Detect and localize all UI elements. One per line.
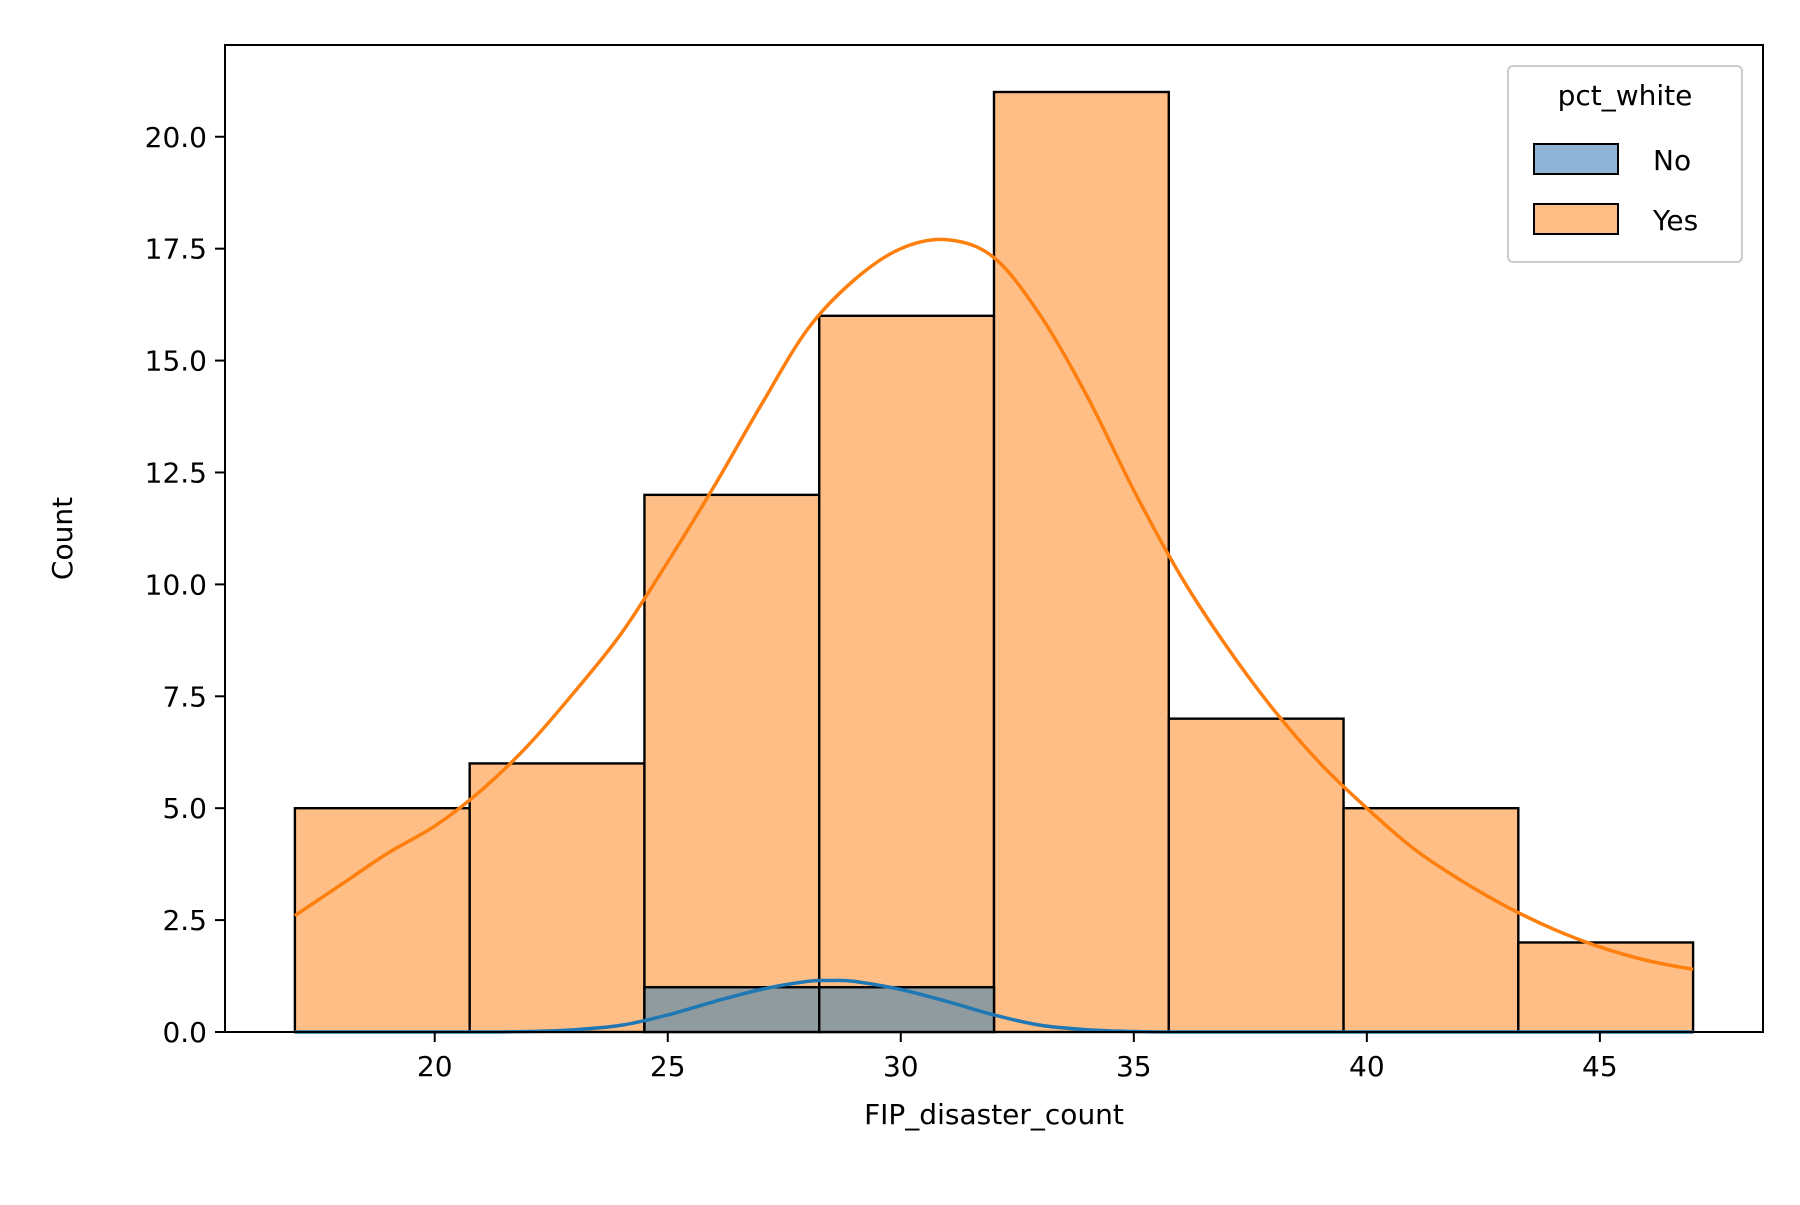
bar-yes-0 — [293, 806, 471, 1034]
x-tick-label: 45 — [1582, 1050, 1618, 1083]
legend-swatch-no — [1533, 143, 1619, 175]
y-tick-label: 17.5 — [145, 233, 207, 266]
y-axis: 0.0 2.5 5.0 7.5 10.0 12.5 15.0 17.5 20.0 — [145, 121, 225, 1049]
bar-yes-2 — [643, 493, 821, 1034]
x-axis-label: FIP_disaster_count — [864, 1098, 1124, 1131]
y-tick-label: 10.0 — [145, 568, 207, 601]
y-tick-label: 20.0 — [145, 121, 207, 154]
x-tick-label: 40 — [1349, 1050, 1385, 1083]
y-tick-label: 5.0 — [162, 792, 207, 825]
y-tick-label: 2.5 — [162, 904, 207, 937]
bars-yes-group — [293, 90, 1695, 1034]
y-tick-label: 12.5 — [145, 456, 207, 489]
bar-yes-7 — [1517, 941, 1695, 1034]
bar-yes-1 — [468, 762, 646, 1034]
x-tick-label: 25 — [650, 1050, 686, 1083]
bar-yes-3 — [818, 314, 996, 1034]
legend-swatch-yes — [1533, 203, 1619, 235]
bar-yes-4 — [992, 90, 1170, 1034]
legend-label-yes: Yes — [1652, 204, 1698, 237]
legend-title: pct_white — [1558, 79, 1693, 112]
y-tick-label: 0.0 — [162, 1016, 207, 1049]
y-axis-label: Count — [46, 497, 79, 580]
kde-line-yes — [293, 237, 1694, 972]
y-tick-label: 7.5 — [162, 680, 207, 713]
x-axis: 20 25 30 35 40 45 — [417, 1032, 1618, 1083]
legend-label-no: No — [1653, 144, 1691, 177]
bar-yes-6 — [1342, 806, 1520, 1034]
legend: pct_white No Yes — [1507, 65, 1743, 263]
x-tick-label: 35 — [1116, 1050, 1152, 1083]
y-tick-label: 15.0 — [145, 345, 207, 378]
plot-area-frame — [224, 44, 1764, 1033]
bar-yes-5 — [1167, 717, 1345, 1034]
bar-no-2 — [643, 986, 821, 1034]
bars-no-group — [643, 986, 996, 1034]
x-tick-label: 30 — [883, 1050, 919, 1083]
x-tick-label: 20 — [417, 1050, 453, 1083]
bar-no-3 — [818, 986, 996, 1034]
